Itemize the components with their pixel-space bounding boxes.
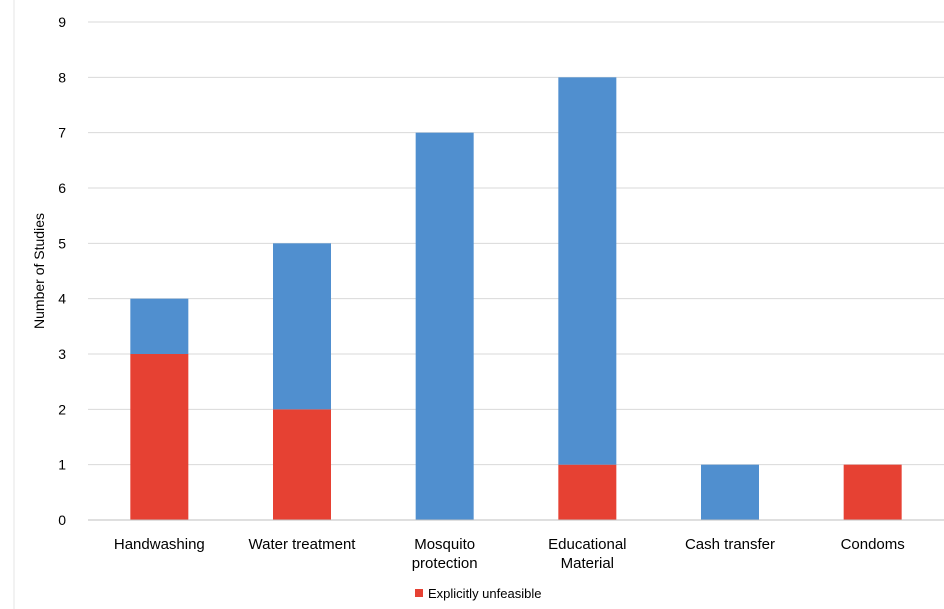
- x-category-label: protection: [412, 555, 478, 572]
- x-category-label: Cash transfer: [685, 536, 775, 553]
- bars: [130, 77, 902, 520]
- x-category-label: Condoms: [841, 536, 905, 553]
- y-tick-label: 3: [58, 346, 66, 362]
- y-tick-label: 4: [58, 291, 66, 307]
- bar-explicitly-unfeasible: [843, 464, 902, 520]
- x-axis-category-labels: Handwashing Water treatment Mosquito protec…: [114, 536, 905, 572]
- bar-explicitly-unfeasible: [558, 464, 617, 520]
- bar-explicitly-unfeasible: [130, 354, 189, 520]
- legend-swatch-explicitly-unfeasible: [415, 589, 423, 597]
- bar-other: [273, 243, 331, 410]
- x-category-label: Mosquito: [414, 536, 475, 553]
- bar-other: [415, 132, 474, 520]
- y-tick-label: 6: [58, 180, 66, 196]
- x-category-label: Educational: [548, 536, 626, 553]
- y-tick-label: 1: [58, 457, 66, 473]
- bar-other: [558, 77, 617, 465]
- bar-other: [130, 298, 189, 354]
- y-tick-label: 7: [58, 125, 66, 141]
- legend-label-explicitly-unfeasible: Explicitly unfeasible: [428, 586, 541, 601]
- x-category-label: Water treatment: [249, 536, 357, 553]
- y-tick-label: 8: [58, 69, 66, 85]
- gridlines: [88, 21, 944, 466]
- y-tick-label: 9: [58, 14, 66, 30]
- x-category-label: Handwashing: [114, 536, 205, 553]
- legend: Explicitly unfeasible: [415, 586, 541, 601]
- y-tick-label: 2: [58, 401, 66, 417]
- y-tick-label: 5: [58, 235, 66, 251]
- x-category-label: Material: [561, 555, 614, 572]
- y-axis-title: Number of Studies: [31, 213, 47, 329]
- y-axis-tick-labels: 0 1 2 3 4 5 6 7 8 9: [58, 14, 66, 528]
- y-tick-label: 0: [58, 512, 66, 528]
- bar-other: [701, 464, 759, 520]
- bar-explicitly-unfeasible: [273, 409, 331, 520]
- x-axis: [13, 0, 944, 609]
